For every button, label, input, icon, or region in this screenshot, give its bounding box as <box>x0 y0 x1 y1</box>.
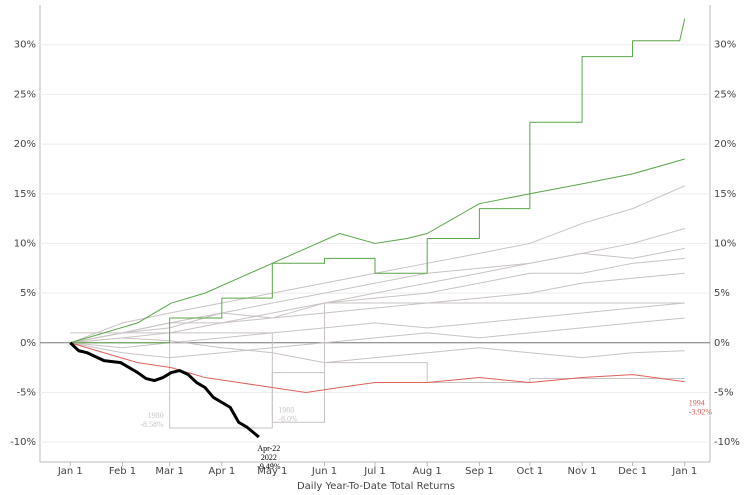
x-tick-label: Nov 1 <box>568 466 597 477</box>
x-axis-title: Daily Year-To-Date Total Returns <box>297 481 455 492</box>
x-tick-label: Feb 1 <box>109 466 136 477</box>
x-tick-label: Apr 1 <box>208 466 235 477</box>
x-tick-label: Jul 1 <box>363 466 386 477</box>
series-label-line: 1980 <box>278 405 294 414</box>
x-tick-label: Sep 1 <box>465 466 493 477</box>
y-tick-label: 20% <box>14 139 36 150</box>
series-label-line: -9.49% <box>257 462 281 471</box>
y-tick-label-right: 0% <box>714 338 730 349</box>
y-tick-label-right: -5% <box>714 387 733 398</box>
series-line <box>70 337 685 364</box>
series-label-line: -8.0% <box>278 414 298 423</box>
y-tick-label-right: -10% <box>714 437 740 448</box>
y-tick-label-right: 15% <box>714 189 736 200</box>
x-tick-label: Jan 1 <box>57 466 83 477</box>
series-line <box>70 158 685 344</box>
x-tick-label: Dec 1 <box>618 466 647 477</box>
series-line <box>70 18 686 344</box>
series-line <box>70 317 685 359</box>
series-line <box>70 342 685 393</box>
series-label: 1980 -8.0% <box>278 405 298 423</box>
y-tick-label: -5% <box>17 387 36 398</box>
y-tick-label-right: 20% <box>714 139 736 150</box>
y-tick-label-right: 25% <box>714 89 736 100</box>
series-label: 1994 -3.92% <box>689 399 713 417</box>
series-line <box>70 302 685 349</box>
series-label-line: 2022 <box>261 453 277 462</box>
x-tick-label: Jan 1 <box>671 466 697 477</box>
series-label: 1980 -8.58% <box>140 411 164 429</box>
x-tick-label: Mar 1 <box>155 466 183 477</box>
y-tick-label-right: 5% <box>714 288 730 299</box>
series-line <box>69 341 260 439</box>
y-tick-label: 25% <box>14 89 36 100</box>
y-tick-label-right: 10% <box>714 238 736 249</box>
series-label: Apr-22 2022 -9.49% <box>257 444 281 471</box>
x-tick-label: Oct 1 <box>516 466 543 477</box>
y-tick-label-right: 30% <box>714 40 736 51</box>
series-line <box>70 257 685 344</box>
y-tick-label: 15% <box>14 189 36 200</box>
series-label-line: Apr-22 <box>257 444 280 453</box>
y-tick-label: -10% <box>10 437 36 448</box>
y-tick-label: 5% <box>20 288 36 299</box>
series-label-line: -3.92% <box>689 408 713 417</box>
series-line <box>70 228 685 344</box>
y-tick-label: 10% <box>14 238 36 249</box>
series-label-line: 1994 <box>689 399 705 408</box>
x-tick-label: Jun 1 <box>311 466 337 477</box>
series-label-line: 1980 <box>148 411 164 420</box>
series-line <box>70 185 685 344</box>
series-line <box>70 247 685 344</box>
series-label-line: -8.58% <box>140 420 164 429</box>
y-tick-label: 0% <box>20 338 36 349</box>
x-tick-label: Aug 1 <box>413 466 442 477</box>
x-tick-label: May 1 <box>257 466 287 477</box>
series-line <box>70 302 685 423</box>
y-tick-label: 30% <box>14 40 36 51</box>
